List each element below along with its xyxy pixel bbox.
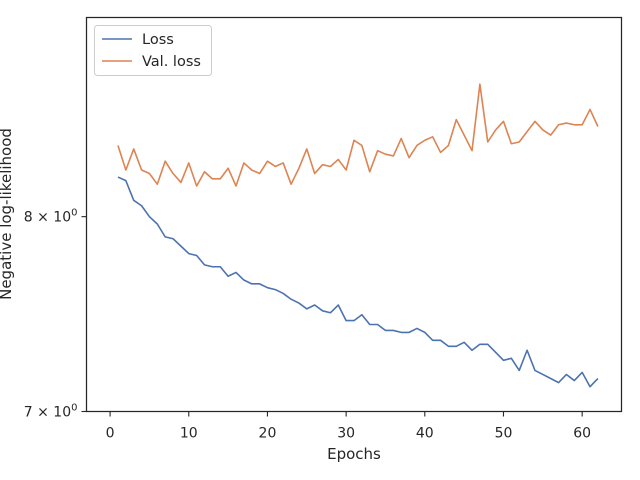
x-tick-label: 40 — [416, 426, 434, 442]
legend-item-loss: Loss — [102, 32, 174, 48]
y-tick-label-base: 8 × 10 — [24, 210, 71, 226]
y-tick-label: 7 × 100 — [24, 403, 78, 421]
y-tick-label-exponent: 0 — [71, 208, 77, 219]
x-tick-label: 20 — [259, 426, 277, 442]
y-tick-label: 8 × 100 — [24, 208, 78, 226]
legend-frame — [94, 25, 212, 76]
series-lines — [117, 83, 599, 388]
x-axis: 0 10 20 30 40 50 60 — [106, 411, 591, 442]
x-axis-label: Epochs — [327, 445, 381, 463]
x-tick-label: 30 — [337, 426, 355, 442]
legend-item-val-loss: Val. loss — [102, 54, 201, 70]
series-line-loss — [117, 176, 599, 388]
legend-label-loss: Loss — [142, 32, 174, 48]
y-tick-label-base: 7 × 10 — [24, 405, 71, 421]
legend: Loss Val. loss — [94, 25, 212, 76]
y-axis-label: Negative log-likelihood — [0, 128, 15, 300]
x-tick-label: 0 — [106, 426, 115, 442]
legend-label-val-loss: Val. loss — [142, 54, 201, 70]
x-tick-label: 60 — [573, 426, 591, 442]
y-tick-label-exponent: 0 — [71, 403, 77, 414]
x-tick-label: 50 — [495, 426, 513, 442]
series-line-val-loss — [117, 83, 599, 187]
x-tick-label: 10 — [180, 426, 198, 442]
plot-frame — [85, 16, 623, 413]
